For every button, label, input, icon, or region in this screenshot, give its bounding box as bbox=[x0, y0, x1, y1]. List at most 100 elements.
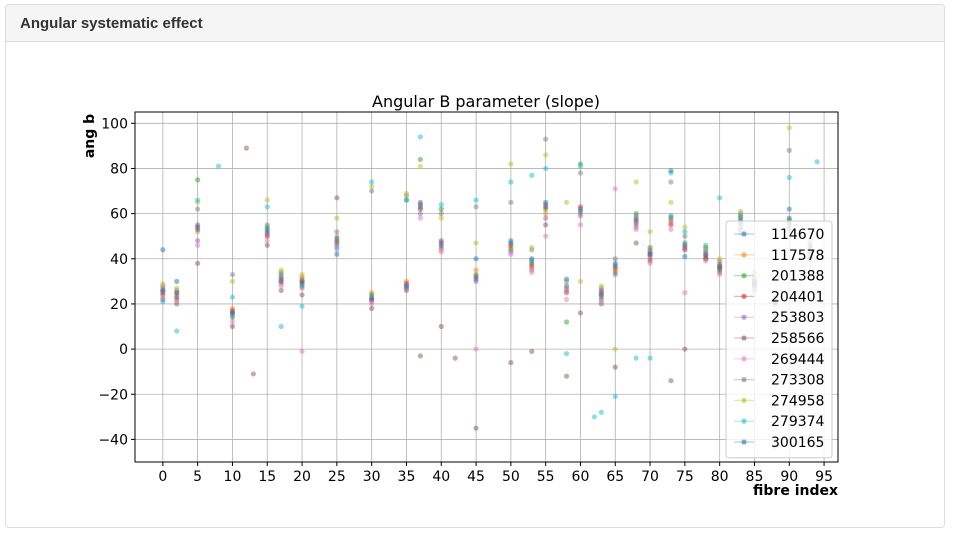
data-point bbox=[299, 271, 305, 278]
series-273308 bbox=[160, 136, 813, 300]
data-point bbox=[668, 217, 674, 223]
data-point bbox=[174, 278, 180, 284]
data-point bbox=[417, 211, 423, 217]
legend-label: 274958 bbox=[771, 393, 824, 409]
data-point bbox=[577, 170, 584, 176]
plot-frame bbox=[134, 111, 839, 463]
data-point bbox=[229, 294, 236, 300]
x-tick-label: 10 bbox=[224, 469, 242, 485]
data-point bbox=[243, 145, 249, 151]
data-point bbox=[264, 233, 270, 239]
data-point bbox=[278, 267, 284, 273]
data-point bbox=[229, 278, 236, 284]
data-point bbox=[369, 179, 375, 185]
data-point bbox=[195, 260, 201, 266]
series-253803 bbox=[160, 211, 813, 449]
data-point bbox=[299, 303, 305, 309]
legend-label: 201388 bbox=[771, 269, 824, 285]
data-point bbox=[814, 159, 820, 165]
y-tick-label: 80 bbox=[110, 161, 128, 177]
data-point bbox=[668, 179, 674, 185]
data-point bbox=[612, 256, 618, 262]
data-point bbox=[229, 319, 236, 325]
data-point bbox=[703, 242, 709, 248]
x-tick-label: 20 bbox=[293, 469, 311, 485]
data-point bbox=[264, 197, 270, 203]
series-204401 bbox=[160, 201, 813, 314]
y-tick-label: 0 bbox=[119, 342, 128, 358]
x-tick-label: 0 bbox=[158, 469, 167, 485]
data-point bbox=[417, 156, 423, 163]
x-tick-label: 95 bbox=[815, 469, 833, 485]
data-point bbox=[195, 206, 201, 212]
data-point bbox=[508, 199, 514, 205]
y-axis-label: ang b bbox=[82, 114, 98, 158]
data-point bbox=[229, 323, 236, 330]
x-tick-label: 65 bbox=[606, 469, 624, 485]
data-point bbox=[195, 197, 201, 203]
data-point bbox=[229, 271, 236, 278]
panel-title: Angular systematic effect bbox=[20, 15, 203, 32]
legend-marker bbox=[741, 439, 747, 445]
data-point bbox=[703, 258, 709, 264]
data-point bbox=[438, 249, 444, 255]
data-point bbox=[299, 285, 305, 291]
data-point bbox=[598, 409, 604, 415]
data-point bbox=[717, 195, 723, 201]
data-point bbox=[577, 278, 584, 284]
legend-marker bbox=[741, 273, 747, 279]
data-point bbox=[543, 165, 549, 172]
data-point bbox=[438, 323, 444, 330]
data-point bbox=[563, 287, 570, 293]
legend-marker bbox=[741, 293, 747, 299]
data-point bbox=[682, 290, 688, 296]
data-point bbox=[473, 204, 479, 210]
legend-label: 204401 bbox=[771, 289, 824, 305]
data-point bbox=[174, 299, 180, 305]
data-point bbox=[195, 238, 201, 244]
data-point bbox=[577, 204, 584, 210]
data-point bbox=[633, 355, 639, 361]
data-point bbox=[598, 292, 604, 298]
x-tick-label: 75 bbox=[676, 469, 694, 485]
data-point bbox=[543, 136, 549, 142]
data-point bbox=[508, 251, 514, 257]
y-tick-label: −40 bbox=[98, 432, 128, 448]
data-point bbox=[612, 186, 618, 192]
data-point bbox=[577, 222, 584, 228]
legend-marker bbox=[741, 252, 747, 258]
y-ticks: −40 −20 0 20 40 60 80 100 bbox=[98, 116, 135, 448]
data-point bbox=[563, 278, 570, 284]
data-point bbox=[174, 290, 180, 296]
data-point bbox=[473, 240, 479, 246]
data-point bbox=[369, 301, 375, 307]
x-tick-label: 25 bbox=[328, 469, 346, 485]
data-point bbox=[264, 242, 270, 248]
legend-label: 258566 bbox=[771, 331, 825, 347]
data-point bbox=[299, 276, 305, 282]
data-point bbox=[417, 163, 423, 169]
data-point bbox=[215, 163, 222, 169]
legend-label: 269444 bbox=[771, 352, 825, 368]
data-point bbox=[299, 292, 305, 298]
data-point bbox=[543, 211, 549, 217]
data-point bbox=[417, 134, 423, 140]
y-tick-label: 20 bbox=[110, 297, 128, 313]
x-ticks: 0 5 10 15 20 25 30 35 40 45 50 55 60 65 70 75 80 85 90 95 bbox=[158, 462, 833, 485]
data-point bbox=[473, 267, 479, 273]
data-point bbox=[195, 226, 201, 233]
data-point bbox=[786, 174, 792, 181]
data-point bbox=[438, 206, 444, 212]
data-point bbox=[369, 183, 375, 190]
data-point bbox=[299, 281, 305, 287]
data-point bbox=[438, 215, 444, 221]
y-tick-label: 40 bbox=[110, 252, 128, 268]
x-tick-label: 30 bbox=[363, 469, 381, 485]
x-tick-label: 55 bbox=[537, 469, 555, 485]
x-tick-label: 50 bbox=[502, 469, 520, 485]
legend: 114670 117578 201388 204401 253803 258566 2694… bbox=[725, 220, 833, 459]
legend-label: 279374 bbox=[771, 414, 825, 430]
data-point bbox=[264, 238, 270, 244]
data-point bbox=[577, 208, 584, 214]
data-point bbox=[473, 346, 479, 352]
